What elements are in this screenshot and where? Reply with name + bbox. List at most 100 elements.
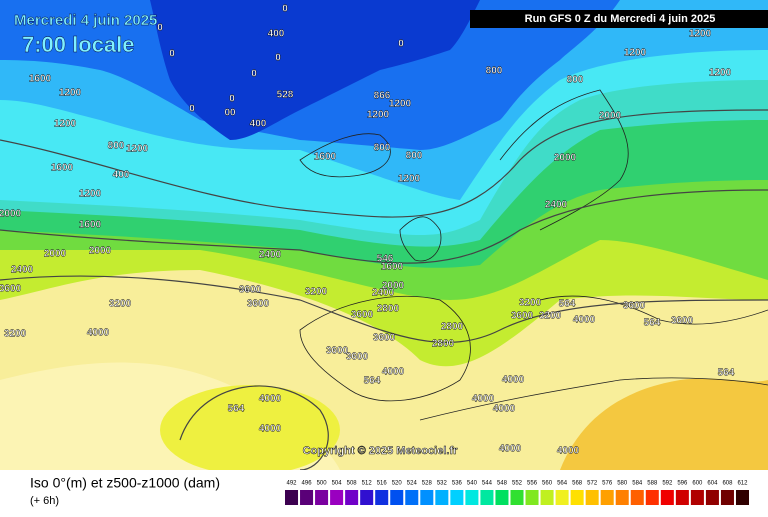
contour-label: 0	[275, 53, 281, 64]
contour-label: 00	[224, 108, 236, 119]
contour-label: 1200	[709, 68, 732, 79]
legend-swatch	[540, 490, 554, 505]
contour-label: 1600	[79, 220, 102, 231]
legend-label: 540	[467, 481, 478, 487]
contour-label: 1200	[367, 110, 390, 121]
contour-label: 3200	[4, 329, 27, 340]
contour-label: 3600	[351, 310, 374, 321]
legend-swatch	[480, 490, 494, 505]
contour-label: 4000	[493, 404, 516, 415]
legend-label: 536	[452, 481, 463, 487]
legend-swatch	[465, 490, 479, 505]
legend-label: 600	[692, 481, 703, 487]
contour-label: 4000	[557, 446, 580, 457]
contour-label: 800	[374, 143, 391, 154]
contour-label: 800	[108, 141, 125, 152]
legend-swatch	[630, 490, 644, 505]
contour-label: 528	[277, 90, 294, 101]
contour-label: 2400	[372, 288, 395, 299]
contour-label: 2800	[432, 339, 455, 350]
legend-label: 576	[602, 481, 613, 487]
legend-label: 604	[707, 481, 718, 487]
legend-swatch	[360, 490, 374, 505]
legend-swatch	[495, 490, 509, 505]
legend-label: 564	[557, 481, 568, 487]
legend-swatch	[345, 490, 359, 505]
contour-label: 3200	[519, 298, 542, 309]
legend-label: 544	[482, 481, 493, 487]
legend-swatch	[420, 490, 434, 505]
legend-label: 588	[647, 481, 658, 487]
run-text: Run GFS 0 Z du Mercredi 4 juin 2025	[525, 13, 716, 25]
contour-label: 0	[169, 49, 175, 60]
contour-label: 800	[406, 151, 423, 162]
legend-swatch	[615, 490, 629, 505]
contour-label: 546	[377, 254, 394, 265]
contour-label: 3600	[239, 285, 262, 296]
zone	[150, 0, 480, 140]
legend-label: 492	[287, 481, 298, 487]
contour-label: 564	[718, 368, 735, 379]
contour-label: 3200	[539, 311, 562, 322]
contour-label: 800	[567, 75, 584, 86]
legend-swatch	[690, 490, 704, 505]
copyright: Copyright © 2025 Meteociel.fr	[303, 445, 459, 457]
legend-label: 512	[362, 481, 373, 487]
legend-swatch	[300, 490, 314, 505]
footer-title: Iso 0°(m) et z500-z1000 (dam)	[30, 475, 220, 491]
contour-label: 3200	[305, 287, 328, 298]
contour-label: 800	[486, 66, 503, 77]
contour-label: 0	[229, 94, 235, 105]
legend-label: 500	[317, 481, 328, 487]
legend-label: 524	[407, 481, 418, 487]
contour-label: 2000	[554, 153, 577, 164]
contour-label: 1600	[51, 163, 74, 174]
legend-swatch	[645, 490, 659, 505]
contour-label: 2800	[441, 322, 464, 333]
contour-label: 1200	[59, 88, 82, 99]
coastlines	[299, 89, 768, 421]
time-text: 7:00 locale	[22, 32, 135, 57]
contour-label: 3600	[326, 346, 349, 357]
legend-swatch	[450, 490, 464, 505]
contour-label: 4000	[573, 315, 596, 326]
contour-label: 4000	[472, 394, 495, 405]
legend-swatch	[585, 490, 599, 505]
contour-label: 4000	[499, 444, 522, 455]
legend-swatch	[570, 490, 584, 505]
footer-step: (+ 6h)	[30, 495, 59, 507]
legend-swatch	[675, 490, 689, 505]
legend-swatch	[435, 490, 449, 505]
legend-swatch	[705, 490, 719, 505]
legend-label: 592	[662, 481, 673, 487]
contour-label: 1200	[126, 144, 149, 155]
contour-label: 2000	[44, 249, 67, 260]
legend-label: 548	[497, 481, 508, 487]
contour-label: 4000	[87, 328, 110, 339]
contour-label: 3600	[671, 316, 694, 327]
legend-label: 496	[302, 481, 313, 487]
contour-label: 0	[157, 23, 163, 34]
zone	[160, 385, 340, 475]
legend-swatch	[375, 490, 389, 505]
contour-label: 400	[113, 170, 130, 181]
contour-label: 4000	[259, 394, 282, 405]
contour-label: 1200	[54, 119, 77, 130]
contour-label: 3600	[0, 284, 22, 295]
contour-label: 1200	[398, 174, 421, 185]
contour-label: 2000	[599, 111, 622, 122]
legend-label: 580	[617, 481, 628, 487]
contour-label: 4000	[259, 424, 282, 435]
contour-label: 1600	[381, 262, 404, 273]
contour-label: 3600	[247, 299, 270, 310]
legend-swatch	[315, 490, 329, 505]
legend-label: 560	[542, 481, 553, 487]
contour-label: 3600	[511, 311, 534, 322]
isohypses	[0, 109, 768, 471]
legend-label: 568	[572, 481, 583, 487]
date-text: Mercredi 4 juin 2025	[14, 12, 157, 29]
contour-label: 0	[189, 104, 195, 115]
legend-label: 572	[587, 481, 598, 487]
legend-swatch	[405, 490, 419, 505]
